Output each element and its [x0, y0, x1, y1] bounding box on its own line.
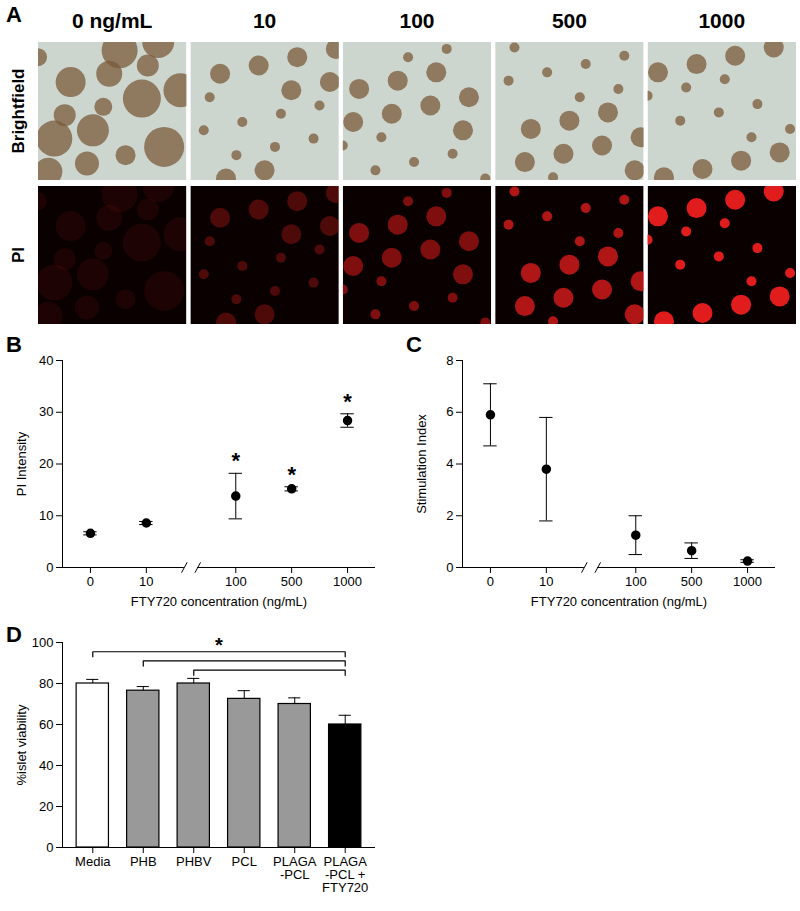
- svg-text:%islet viability: %islet viability: [14, 704, 29, 785]
- svg-text:10: 10: [139, 574, 153, 589]
- svg-text:PLAGA-PCL: PLAGA-PCL: [273, 854, 317, 882]
- svg-text:10: 10: [39, 508, 53, 523]
- svg-text:PI Intensity: PI Intensity: [14, 431, 29, 496]
- svg-text:1000: 1000: [698, 9, 745, 32]
- svg-text:*: *: [215, 634, 223, 656]
- svg-text:Brightfield: Brightfield: [9, 69, 28, 154]
- html-text:B: B: [6, 332, 22, 357]
- svg-text:FTY720 concentration (ng/mL): FTY720 concentration (ng/mL): [131, 594, 307, 609]
- svg-text:10: 10: [539, 574, 553, 589]
- svg-text:60: 60: [39, 717, 53, 732]
- svg-text:20: 20: [39, 799, 53, 814]
- svg-text:FTY720 concentration (ng/mL): FTY720 concentration (ng/mL): [531, 594, 707, 609]
- svg-text:4: 4: [446, 456, 453, 471]
- svg-text:40: 40: [39, 353, 53, 368]
- svg-text:30: 30: [39, 404, 53, 419]
- html-text:C: C: [406, 332, 422, 357]
- svg-text:PCL: PCL: [232, 854, 257, 869]
- svg-text:PLAGA-PCL +FTY720: PLAGA-PCL +FTY720: [322, 854, 368, 895]
- svg-text:40: 40: [39, 758, 53, 773]
- svg-text:1000: 1000: [333, 574, 362, 589]
- svg-text:Media: Media: [75, 854, 111, 869]
- svg-text:80: 80: [39, 676, 53, 691]
- svg-text:0: 0: [46, 840, 53, 855]
- svg-text:PHB: PHB: [130, 854, 157, 869]
- svg-text:0: 0: [46, 560, 53, 575]
- svg-text:1000: 1000: [733, 574, 762, 589]
- svg-text:*: *: [231, 448, 240, 473]
- svg-text:8: 8: [446, 353, 453, 368]
- svg-text:10: 10: [253, 9, 276, 32]
- svg-text:*: *: [287, 462, 296, 487]
- svg-text:100: 100: [399, 9, 434, 32]
- svg-text:500: 500: [552, 9, 587, 32]
- svg-text:100: 100: [625, 574, 647, 589]
- svg-text:2: 2: [446, 508, 453, 523]
- html-text:D: D: [6, 622, 22, 647]
- svg-text:PI: PI: [9, 247, 28, 263]
- svg-text:*: *: [343, 389, 352, 414]
- svg-text:0: 0: [487, 574, 494, 589]
- svg-text:500: 500: [281, 574, 303, 589]
- svg-text:0: 0: [87, 574, 94, 589]
- svg-text:20: 20: [39, 456, 53, 471]
- svg-text:PHBV: PHBV: [176, 854, 212, 869]
- svg-text:500: 500: [681, 574, 703, 589]
- svg-text:6: 6: [446, 404, 453, 419]
- html-text:A: A: [6, 2, 22, 27]
- svg-text:100: 100: [32, 635, 54, 650]
- svg-text:0: 0: [446, 560, 453, 575]
- svg-text:Stimulation Index: Stimulation Index: [414, 414, 429, 514]
- svg-text:100: 100: [225, 574, 247, 589]
- svg-text:0 ng/mL: 0 ng/mL: [72, 9, 153, 32]
